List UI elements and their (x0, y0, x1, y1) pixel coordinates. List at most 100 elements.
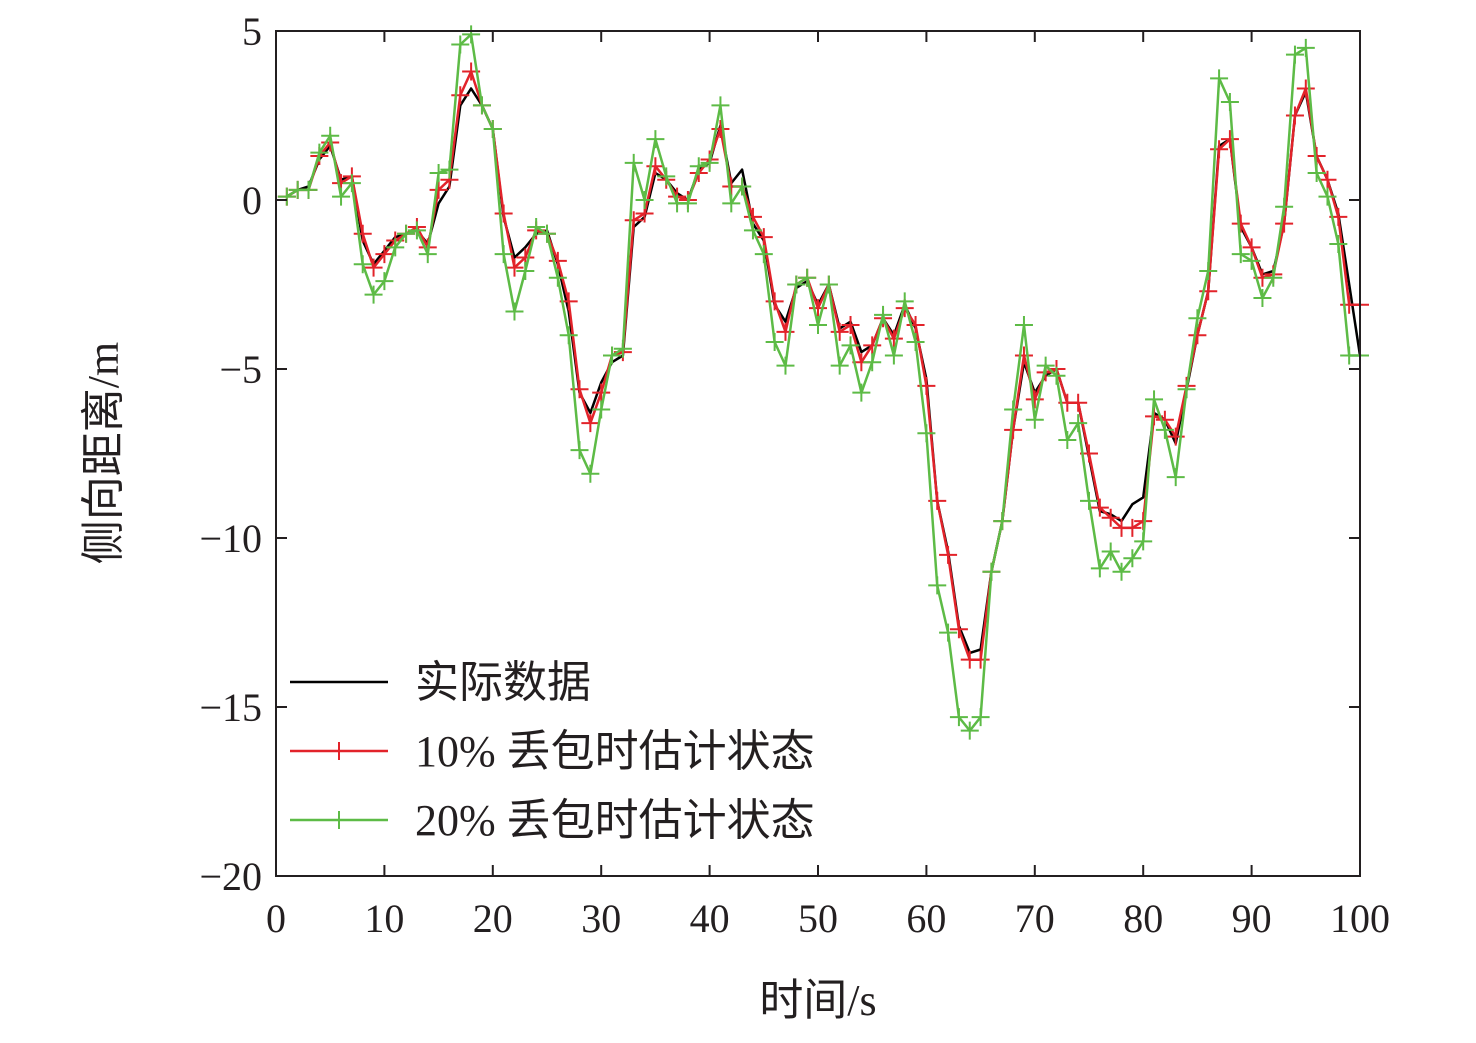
data-point-20pct (1307, 163, 1326, 182)
legend-entry-10pct: 10% 丢包时估计状态 (290, 727, 815, 776)
data-point-10pct (1025, 390, 1044, 409)
data-point-20pct (787, 275, 806, 294)
series-20pct (277, 25, 1369, 740)
data-point-20pct (581, 464, 600, 483)
x-axis: 0 10 20 30 40 50 60 70 80 90 100 (266, 31, 1390, 941)
data-point-20pct (1134, 532, 1153, 551)
data-point-10pct (1220, 130, 1239, 149)
data-point-20pct (1004, 400, 1023, 419)
legend-marker-20pct (330, 811, 348, 829)
data-point-20pct (830, 356, 849, 375)
data-point-20pct (1329, 234, 1348, 253)
legend-label-20pct: 20% 丢包时估计状态 (415, 796, 815, 845)
data-point-20pct (1210, 69, 1229, 88)
data-point-20pct (440, 160, 459, 179)
data-point-20pct (1123, 549, 1142, 568)
data-point-10pct (884, 329, 903, 348)
data-point-10pct (429, 180, 448, 199)
data-point-20pct (1177, 380, 1196, 399)
data-point-20pct (852, 383, 871, 402)
data-point-20pct (451, 35, 470, 54)
data-point-20pct (1242, 251, 1261, 270)
data-point-10pct (1188, 326, 1207, 345)
data-point-20pct (884, 346, 903, 365)
data-point-20pct (483, 120, 502, 139)
data-point-20pct (1275, 197, 1294, 216)
data-point-20pct (1231, 245, 1250, 264)
data-point-10pct (548, 251, 567, 270)
data-point-10pct (971, 650, 990, 669)
data-point-10pct (711, 120, 730, 139)
data-point-20pct (895, 292, 914, 311)
data-point-20pct (624, 153, 643, 172)
data-point-10pct (1210, 140, 1229, 159)
data-point-20pct (960, 721, 979, 740)
data-point-20pct (494, 245, 513, 264)
data-point-20pct (809, 316, 827, 335)
legend-label-10pct: 10% 丢包时估计状态 (415, 727, 815, 776)
data-point-10pct (1318, 170, 1337, 189)
y-axis-label: 侧向距离/m (79, 342, 128, 564)
data-point-20pct (798, 268, 817, 287)
data-point-10pct (863, 336, 882, 355)
data-point-10pct (581, 414, 600, 433)
data-point-10pct (1275, 214, 1294, 233)
data-point-20pct (538, 224, 556, 243)
data-point-20pct (1080, 491, 1098, 510)
y-tick-label: −5 (219, 347, 262, 392)
data-point-20pct (516, 261, 535, 280)
data-point-20pct (949, 708, 968, 727)
data-point-10pct (776, 322, 795, 341)
data-point-20pct (1253, 289, 1272, 308)
data-point-20pct (1166, 468, 1185, 487)
data-point-20pct (776, 356, 795, 375)
data-point-20pct (1058, 430, 1077, 449)
data-point-20pct (722, 194, 741, 213)
data-point-10pct (1231, 214, 1250, 233)
data-point-20pct (570, 441, 589, 460)
y-axis: 5 0 −5 −10 −15 −20 (199, 9, 1360, 899)
data-point-20pct (1025, 410, 1044, 429)
x-tick-label: 30 (581, 896, 621, 941)
legend-entry-20pct: 20% 丢包时估计状态 (290, 796, 815, 845)
data-point-20pct (917, 424, 936, 443)
data-point-20pct (1296, 38, 1315, 57)
data-point-20pct (364, 285, 383, 304)
data-point-20pct (1047, 366, 1066, 385)
data-point-20pct (321, 126, 340, 145)
data-point-10pct (451, 86, 470, 105)
data-point-20pct (613, 339, 632, 358)
data-point-20pct (277, 187, 296, 206)
legend-marker-10pct (330, 742, 348, 760)
data-point-20pct (1155, 420, 1174, 439)
data-point-20pct (1285, 45, 1304, 64)
legend-marker-point (330, 811, 348, 829)
x-tick-label: 90 (1232, 896, 1272, 941)
x-tick-label: 80 (1123, 896, 1163, 941)
data-point-20pct (971, 708, 990, 727)
data-point-10pct (375, 245, 394, 264)
data-point-20pct (1112, 562, 1131, 581)
data-point-20pct (1090, 559, 1109, 578)
data-point-20pct (928, 576, 947, 595)
data-point-10pct (949, 620, 968, 639)
data-point-10pct (906, 316, 925, 335)
data-point-20pct (678, 194, 697, 213)
legend-entry-actual: 实际数据 (290, 658, 591, 707)
data-point-20pct (559, 326, 578, 345)
y-tick-label: −20 (199, 854, 262, 899)
data-point-20pct (711, 96, 730, 115)
data-point-10pct (1101, 508, 1120, 527)
legend: 实际数据 10% 丢包时估计状态 20% 丢包时估计状态 (290, 658, 815, 845)
series-line-20pct (286, 33, 1360, 732)
plot-area (277, 25, 1369, 740)
data-point-20pct (397, 224, 416, 243)
data-point-20pct (1220, 92, 1239, 111)
data-point-20pct (1199, 261, 1218, 280)
data-point-20pct (819, 275, 838, 294)
x-tick-label: 50 (798, 896, 838, 941)
data-point-20pct (689, 157, 708, 176)
data-point-10pct (1296, 79, 1315, 98)
data-point-10pct (841, 316, 860, 335)
